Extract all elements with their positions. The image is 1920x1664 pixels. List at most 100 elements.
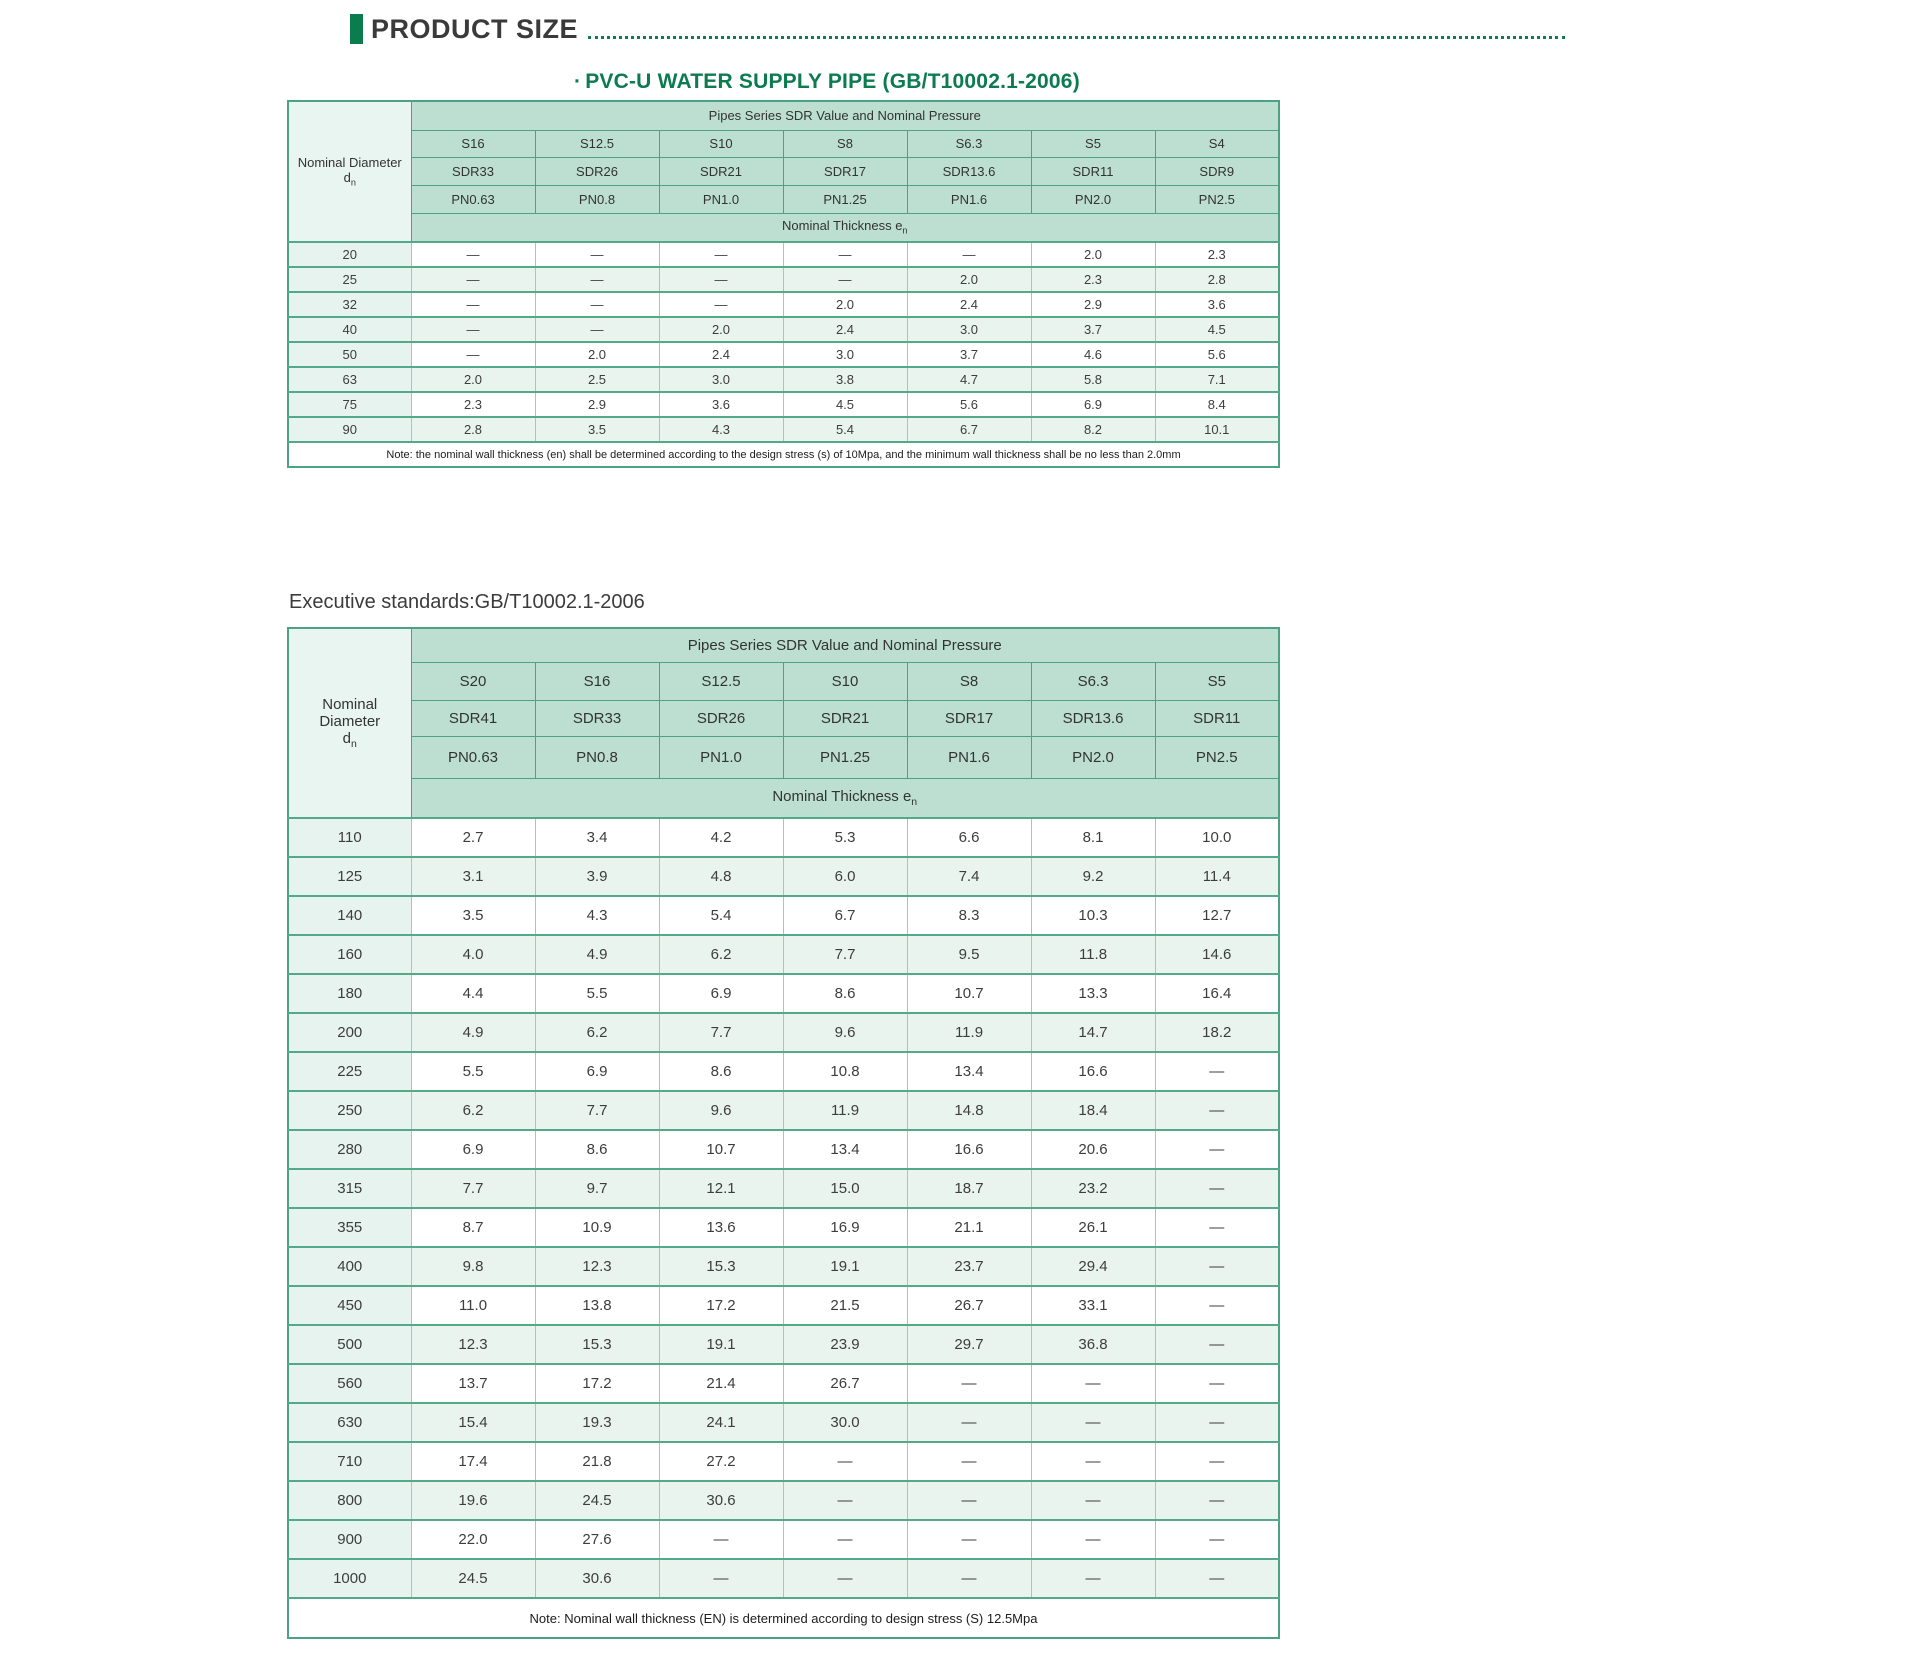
thickness-value-cell: —: [410, 241, 536, 268]
table-row: 500 12.3 15.3 19.1 23.9 29.7 36.8—: [287, 1324, 1280, 1365]
table-row: 160 4.0 4.9 6.2 7.7 9.5 11.8 14.6: [287, 934, 1280, 975]
thickness-value-cell: —: [534, 266, 660, 293]
pn-value-cell: PN2.5: [1154, 184, 1280, 214]
thickness-value-cell: 4.9: [410, 1012, 536, 1053]
product-subtitle: · PVC-U WATER SUPPLY PIPE (GB/T10002.1-20…: [574, 70, 1280, 94]
thickness-value-cell: 29.4: [1030, 1246, 1156, 1287]
nominal-thickness-header-cell: Nominal Thickness en: [410, 212, 1280, 243]
pn-value-cell: PN2.0: [1030, 735, 1156, 779]
thickness-value-cell: —: [658, 291, 784, 318]
sdr-value-cell: SDR13.6: [1030, 699, 1156, 737]
thickness-value-cell: 9.2: [1030, 856, 1156, 897]
thickness-value-cell: 5.6: [1154, 341, 1280, 368]
thickness-value-cell: 16.6: [906, 1129, 1032, 1170]
thickness-value-cell: —: [1154, 1285, 1280, 1326]
thickness-value-cell: —: [906, 1558, 1032, 1599]
sdr-value-cell: SDR26: [534, 156, 660, 186]
thickness-value-cell: 19.3: [534, 1402, 660, 1443]
sdr-value-cell: SDR11: [1154, 699, 1280, 737]
thickness-value-cell: 4.4: [410, 973, 536, 1014]
thickness-value-cell: 2.4: [658, 341, 784, 368]
series-s-cell: S20: [410, 661, 536, 701]
thickness-value-cell: —: [534, 291, 660, 318]
thickness-value-cell: 3.5: [534, 416, 660, 443]
table-row: 400 9.8 12.3 15.3 19.1 23.7 29.4—: [287, 1246, 1280, 1287]
thickness-value-cell: 36.8: [1030, 1324, 1156, 1365]
series-s-cell: S6.3: [906, 129, 1032, 158]
thickness-value-cell: 2.3: [1030, 266, 1156, 293]
thickness-value-cell: 3.0: [906, 316, 1032, 343]
sdr-value-cell: SDR17: [782, 156, 908, 186]
thickness-value-cell: 9.7: [534, 1168, 660, 1209]
table-row: 315 7.7 9.7 12.1 15.0 18.7 23.2—: [287, 1168, 1280, 1209]
diameter-cell: 355: [287, 1207, 412, 1248]
diameter-cell: 25: [287, 266, 412, 293]
series-s-cell: S8: [906, 661, 1032, 701]
diameter-cell: 280: [287, 1129, 412, 1170]
thickness-value-cell: 2.7: [410, 817, 536, 858]
table-row: 200 4.9 6.2 7.7 9.6 11.9 14.7 18.2: [287, 1012, 1280, 1053]
diameter-cell: 63: [287, 366, 412, 393]
thickness-value-cell: 24.5: [534, 1480, 660, 1521]
thickness-value-cell: 11.9: [906, 1012, 1032, 1053]
thickness-value-cell: 11.9: [782, 1090, 908, 1131]
thickness-value-cell: 6.9: [658, 973, 784, 1014]
thickness-value-cell: 23.7: [906, 1246, 1032, 1287]
product-subtitle-text: PVC-U WATER SUPPLY PIPE (GB/T10002.1-200…: [585, 70, 1080, 93]
thickness-value-cell: 24.1: [658, 1402, 784, 1443]
thickness-value-cell: 23.2: [1030, 1168, 1156, 1209]
thickness-value-cell: 2.3: [410, 391, 536, 418]
thickness-value-cell: 8.7: [410, 1207, 536, 1248]
thickness-value-cell: 13.3: [1030, 973, 1156, 1014]
diameter-cell: 90: [287, 416, 412, 443]
diameter-cell: 160: [287, 934, 412, 975]
thickness-value-cell: 8.6: [782, 973, 908, 1014]
diameter-cell: 110: [287, 817, 412, 858]
series-s-cell: S16: [410, 129, 536, 158]
thickness-value-cell: —: [1030, 1558, 1156, 1599]
thickness-value-cell: 6.7: [906, 416, 1032, 443]
thickness-value-cell: —: [658, 1558, 784, 1599]
thickness-value-cell: 2.4: [782, 316, 908, 343]
thickness-value-cell: —: [906, 1519, 1032, 1560]
table-row: 450 11.0 13.8 17.2 21.5 26.7 33.1—: [287, 1285, 1280, 1326]
table-row: 800 19.6 24.5 30.6— — — —: [287, 1480, 1280, 1521]
thickness-value-cell: 27.6: [534, 1519, 660, 1560]
thickness-value-cell: 15.4: [410, 1402, 536, 1443]
thickness-value-cell: 9.6: [782, 1012, 908, 1053]
thickness-value-cell: 3.6: [1154, 291, 1280, 318]
thickness-value-cell: 7.1: [1154, 366, 1280, 393]
pn-value-cell: PN1.6: [906, 735, 1032, 779]
thickness-value-cell: —: [534, 241, 660, 268]
diameter-cell: 40: [287, 316, 412, 343]
thickness-value-cell: 14.8: [906, 1090, 1032, 1131]
diameter-cell: 710: [287, 1441, 412, 1482]
thickness-value-cell: 19.1: [658, 1324, 784, 1365]
diameter-cell: 50: [287, 341, 412, 368]
table-row: 125 3.1 3.9 4.8 6.0 7.4 9.2 11.4: [287, 856, 1280, 897]
thickness-value-cell: 3.8: [782, 366, 908, 393]
table-row: 110 2.7 3.4 4.2 5.3 6.6 8.1 10.0: [287, 817, 1280, 858]
thickness-value-cell: 8.2: [1030, 416, 1156, 443]
thickness-value-cell: 12.7: [1154, 895, 1280, 936]
table-row: 25— — — —2.0 2.3 2.8: [287, 266, 1280, 293]
thickness-value-cell: —: [906, 1402, 1032, 1443]
thickness-value-cell: 33.1: [1030, 1285, 1156, 1326]
thickness-value-cell: —: [782, 1558, 908, 1599]
diameter-cell: 450: [287, 1285, 412, 1326]
pn-value-cell: PN0.63: [410, 184, 536, 214]
diameter-cell: 250: [287, 1090, 412, 1131]
diameter-cell: 630: [287, 1402, 412, 1443]
series-s-cell: S10: [658, 129, 784, 158]
thickness-value-cell: 6.2: [534, 1012, 660, 1053]
pipes-series-header-cell: Pipes Series SDR Value and Nominal Press…: [410, 627, 1280, 663]
dotted-divider: [588, 36, 1565, 39]
thickness-value-cell: 2.4: [906, 291, 1032, 318]
thickness-value-cell: —: [1030, 1402, 1156, 1443]
thickness-value-cell: 29.7: [906, 1324, 1032, 1365]
thickness-value-cell: 13.7: [410, 1363, 536, 1404]
thickness-value-cell: 7.7: [658, 1012, 784, 1053]
series-s-cell: S10: [782, 661, 908, 701]
thickness-value-cell: —: [1030, 1480, 1156, 1521]
thickness-value-cell: —: [1154, 1558, 1280, 1599]
